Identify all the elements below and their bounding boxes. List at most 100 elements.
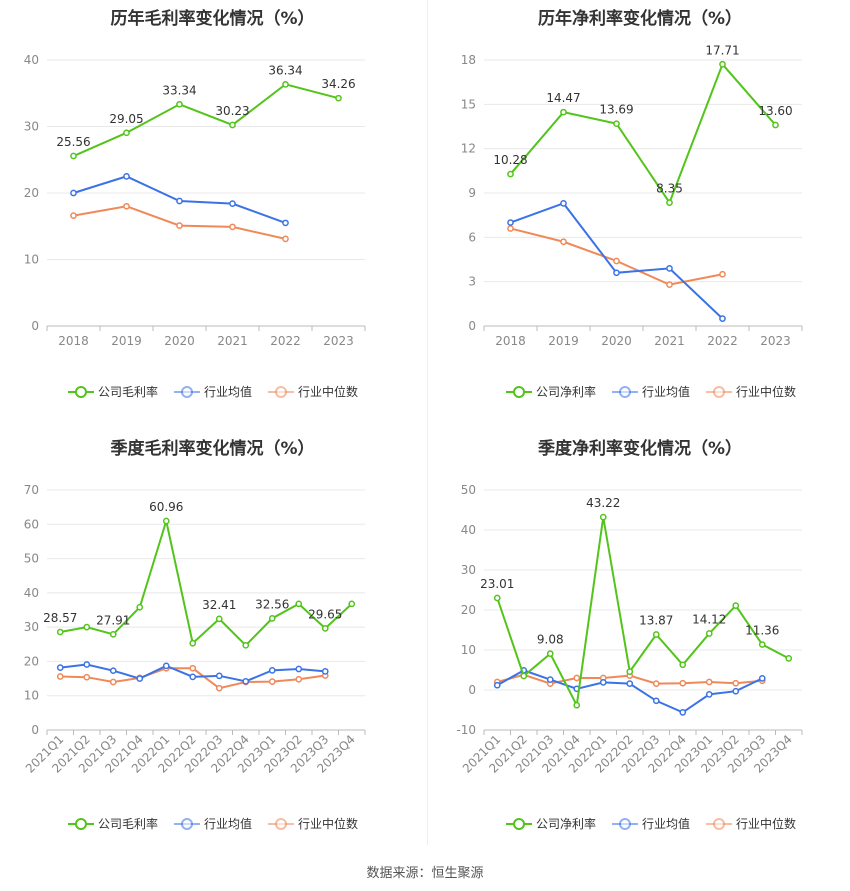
legend-label: 公司净利率 <box>536 817 597 831</box>
series-line <box>60 517 353 647</box>
legend-item[interactable]: 行业均值 <box>174 383 252 400</box>
data-point <box>123 202 130 210</box>
data-point <box>666 265 673 272</box>
legend-marker-icon <box>506 385 532 398</box>
data-label: 14.47 <box>546 91 580 105</box>
data-point <box>162 662 170 670</box>
data-point <box>626 668 634 675</box>
data-point <box>626 680 634 687</box>
data-label: 30.23 <box>215 104 249 118</box>
data-point <box>83 623 91 631</box>
legend-marker-icon <box>612 385 639 398</box>
data-label: 36.34 <box>268 63 302 77</box>
chart-title: 季度净利率变化情况（%） <box>537 439 743 459</box>
data-point <box>666 281 673 288</box>
data-label: 14.12 <box>692 613 726 627</box>
data-point <box>705 630 713 637</box>
legend-label: 公司净利率 <box>536 385 597 399</box>
data-point <box>189 664 197 672</box>
legend-item[interactable]: 行业均值 <box>612 815 690 832</box>
data-label: 13.60 <box>758 104 792 118</box>
data-label: 43.22 <box>586 496 620 510</box>
data-point <box>109 678 117 686</box>
y-tick-label: 20 <box>24 186 39 200</box>
data-source-footer: 数据来源：恒生聚源 <box>366 866 484 881</box>
data-point <box>70 152 77 160</box>
data-point <box>719 60 726 68</box>
data-point <box>679 661 687 669</box>
x-tick-label: 2023 <box>323 334 354 348</box>
data-point <box>70 212 77 219</box>
data-point <box>546 650 554 658</box>
legend-item[interactable]: 公司毛利率 <box>68 815 158 832</box>
data-point <box>136 603 144 611</box>
data-point <box>215 672 223 680</box>
chart-plot: -10010203040502021Q12021Q22021Q32021Q420… <box>456 483 803 776</box>
legend-item[interactable]: 行业中位数 <box>706 383 796 400</box>
data-point <box>282 219 289 227</box>
legend-item[interactable]: 公司毛利率 <box>68 383 158 400</box>
legend-marker-icon <box>174 385 201 398</box>
y-tick-label: 30 <box>24 620 39 634</box>
legend-item[interactable]: 公司净利率 <box>506 383 596 400</box>
data-label: 32.41 <box>202 598 236 612</box>
data-point <box>229 121 236 129</box>
data-point <box>652 697 660 705</box>
data-point <box>109 630 117 638</box>
series-line <box>509 62 777 205</box>
data-label: 17.71 <box>705 43 739 57</box>
x-tick-label: 2018 <box>58 334 89 348</box>
data-point <box>732 602 740 609</box>
vertical-divider <box>427 0 428 845</box>
quarterly-gross-margin-chart: 季度毛利率变化情况（%） 0 10 20 30 40 50 60 70 2021Q1 2021Q2… <box>0 430 425 850</box>
data-label: 27.91 <box>96 613 130 627</box>
data-label: 34.26 <box>321 77 355 91</box>
data-label: 32.56 <box>255 597 289 611</box>
data-label: 9.08 <box>537 633 564 647</box>
data-point <box>83 661 91 668</box>
chart-plot: 0102030405060702021Q12021Q22021Q32021Q42… <box>23 483 366 776</box>
data-point <box>719 270 726 278</box>
y-tick-label: 50 <box>24 552 39 566</box>
y-tick-label: 9 <box>468 186 476 200</box>
data-point <box>560 238 567 246</box>
y-tick-label: 40 <box>461 523 476 537</box>
data-label: 11.36 <box>745 624 779 638</box>
data-point <box>679 679 687 687</box>
data-point <box>295 665 303 673</box>
data-point <box>176 197 183 205</box>
chart-legend: 公司净利率 行业均值 行业中位数 <box>506 815 796 832</box>
x-tick-label: 2019 <box>548 334 579 348</box>
legend-item[interactable]: 行业中位数 <box>268 383 358 400</box>
legend-label: 行业中位数 <box>736 385 797 399</box>
data-point <box>732 687 740 695</box>
legend-label: 行业中位数 <box>298 817 359 831</box>
legend-item[interactable]: 行业中位数 <box>706 815 796 832</box>
legend-label: 行业均值 <box>642 817 691 831</box>
legend-item[interactable]: 公司净利率 <box>506 815 596 832</box>
legend-label: 行业均值 <box>204 385 253 399</box>
annual-gross-margin-chart: 历年毛利率变化情况（%） 0 10 20 30 40 2018 2019 2020 2021 20… <box>0 0 425 420</box>
data-point <box>560 199 567 207</box>
data-label: 60.96 <box>149 500 183 514</box>
data-point <box>613 120 620 128</box>
legend-label: 行业中位数 <box>298 385 359 399</box>
data-point <box>295 600 303 608</box>
data-point <box>295 675 303 683</box>
data-point <box>652 631 660 638</box>
legend-marker-icon <box>706 385 733 398</box>
legend-marker-icon <box>268 817 295 830</box>
y-tick-label: 50 <box>461 483 476 497</box>
legend-label: 公司毛利率 <box>98 817 159 831</box>
legend-item[interactable]: 行业中位数 <box>268 815 358 832</box>
data-point <box>507 219 514 226</box>
chart-legend: 公司毛利率 行业均值 行业中位数 <box>68 815 358 832</box>
data-point <box>679 709 687 716</box>
y-tick-label: 10 <box>461 643 476 657</box>
data-point <box>268 678 276 686</box>
legend-marker-icon <box>174 817 201 830</box>
legend-item[interactable]: 行业均值 <box>612 383 690 400</box>
y-tick-label: 3 <box>468 275 476 289</box>
data-point <box>56 628 64 636</box>
legend-item[interactable]: 行业均值 <box>174 815 252 832</box>
